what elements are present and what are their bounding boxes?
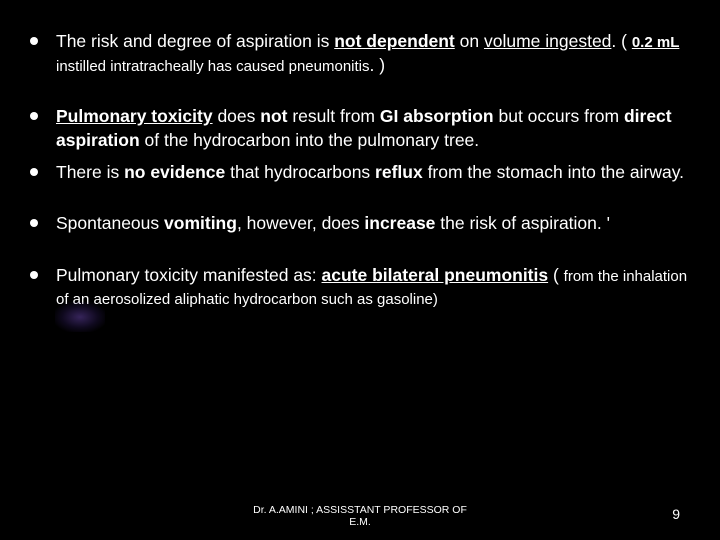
text-segment: but occurs from	[494, 106, 624, 126]
bullet-dot-icon	[30, 112, 38, 120]
text-segment: The risk and degree of aspiration is	[56, 31, 334, 51]
text-segment: . (	[611, 31, 631, 51]
footer-text-line1: Dr. A.AMINI ; ASSISSTANT PROFESSOR OF	[253, 504, 467, 516]
bullet-text: Pulmonary toxicity manifested as: acute …	[56, 264, 690, 311]
text-segment: volume ingested	[484, 31, 611, 51]
bullet-list: The risk and degree of aspiration is not…	[30, 30, 690, 311]
bullet-item: The risk and degree of aspiration is not…	[30, 30, 690, 77]
text-segment: of the hydrocarbon into the pulmonary tr…	[140, 130, 480, 150]
text-segment: acute bilateral pneumonitis	[322, 265, 549, 285]
bullet-dot-icon	[30, 271, 38, 279]
text-segment: does	[213, 106, 261, 126]
text-segment: Pulmonary toxicity manifested as:	[56, 265, 322, 285]
text-segment: increase	[364, 213, 435, 233]
bullet-item: Pulmonary toxicity manifested as: acute …	[30, 264, 690, 311]
text-segment: GI absorption	[380, 106, 494, 126]
text-segment: that hydrocarbons	[225, 162, 375, 182]
bullet-dot-icon	[30, 168, 38, 176]
bullet-text: The risk and degree of aspiration is not…	[56, 30, 690, 77]
bullet-item: There is no evidence that hydrocarbons r…	[30, 161, 690, 185]
text-segment: result from	[287, 106, 379, 126]
text-segment: no evidence	[124, 162, 225, 182]
text-segment: , however, does	[237, 213, 364, 233]
text-segment: reflux	[375, 162, 423, 182]
text-segment: instilled intratracheally has caused pne…	[56, 58, 370, 75]
bullet-item: Spontaneous vomiting, however, does incr…	[30, 212, 690, 236]
bullet-text: Pulmonary toxicity does not result from …	[56, 105, 690, 152]
text-segment: Pulmonary toxicity	[56, 106, 213, 126]
text-segment: (	[548, 265, 564, 285]
page-number: 9	[672, 506, 680, 522]
footer-text-line2: E.M.	[349, 516, 371, 528]
text-segment: from the stomach into the airway.	[423, 162, 684, 182]
text-segment: not dependent	[334, 31, 455, 51]
text-segment: the risk of aspiration. '	[435, 213, 610, 233]
bullet-text: Spontaneous vomiting, however, does incr…	[56, 212, 610, 236]
slide-footer: Dr. A.AMINI ; ASSISSTANT PROFESSOR OF E.…	[0, 504, 720, 528]
bullet-text: There is no evidence that hydrocarbons r…	[56, 161, 684, 185]
text-segment: on	[455, 31, 484, 51]
text-segment: . )	[370, 55, 386, 75]
text-segment: 0.2 mL	[632, 34, 680, 51]
text-segment: Spontaneous	[56, 213, 164, 233]
bullet-dot-icon	[30, 37, 38, 45]
bullet-item: Pulmonary toxicity does not result from …	[30, 105, 690, 152]
text-segment: There is	[56, 162, 124, 182]
text-segment: vomiting	[164, 213, 237, 233]
text-segment: not	[260, 106, 287, 126]
bullet-dot-icon	[30, 219, 38, 227]
slide-content: The risk and degree of aspiration is not…	[0, 0, 720, 311]
